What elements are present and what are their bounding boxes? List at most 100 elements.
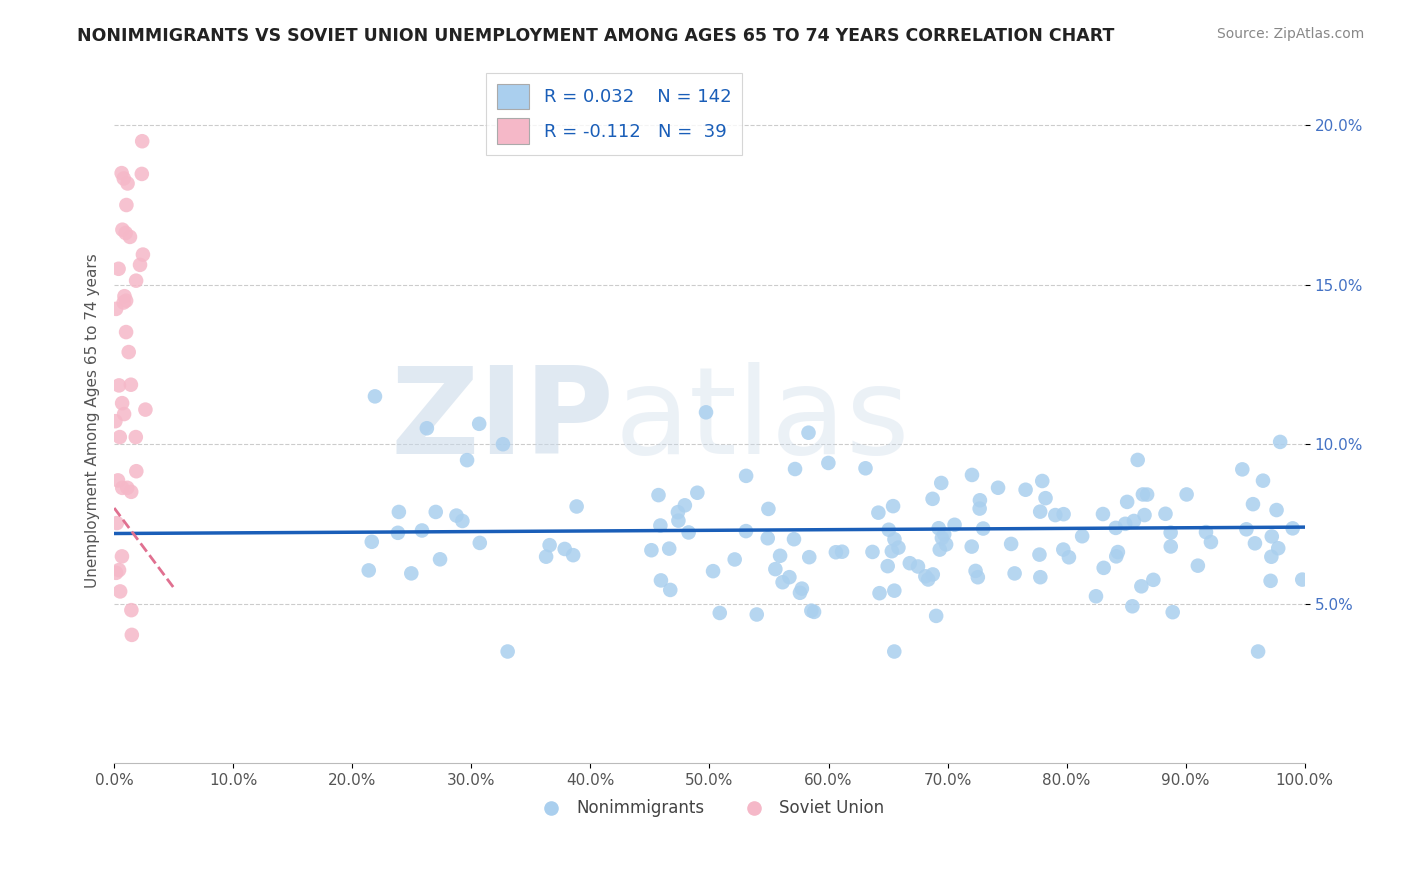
Point [117,177,139,191]
Point [416,421,439,435]
Point [778,570,800,584]
Point [758,502,780,516]
Point [111,223,134,237]
Point [1071,529,1094,543]
Point [790,582,813,596]
Point [1028,548,1050,562]
Point [917,573,939,587]
Point [969,501,991,516]
Point [107,261,129,276]
Point [1085,589,1108,603]
Point [1154,507,1177,521]
Point [1291,573,1313,587]
Text: atlas: atlas [614,362,910,479]
Point [1052,542,1074,557]
Point [134,402,156,417]
Point [131,134,153,148]
Point [456,453,478,467]
Point [388,505,411,519]
Point [987,481,1010,495]
Point [117,481,139,495]
Point [1244,536,1267,550]
Point [118,345,141,359]
Point [877,523,900,537]
Point [492,437,515,451]
Point [745,607,768,622]
Point [1126,453,1149,467]
Point [943,517,966,532]
Point [429,552,451,566]
Point [104,414,127,428]
Point [387,525,409,540]
Point [129,258,152,272]
Point [1130,579,1153,593]
Point [131,167,153,181]
Point [772,575,794,590]
Point [1187,558,1209,573]
Point [668,514,690,528]
Point [120,484,142,499]
Point [1232,462,1254,476]
Point [111,549,134,564]
Point [114,226,136,240]
Point [1133,508,1156,522]
Point [934,527,956,541]
Legend: Nonimmigrants, Soviet Union: Nonimmigrants, Soviet Union [527,792,891,823]
Point [972,522,994,536]
Point [554,541,576,556]
Text: NONIMMIGRANTS VS SOVIET UNION UNEMPLOYMENT AMONG AGES 65 TO 74 YEARS CORRELATION: NONIMMIGRANTS VS SOVIET UNION UNEMPLOYME… [77,27,1115,45]
Point [112,171,135,186]
Point [783,462,806,476]
Point [650,518,672,533]
Point [659,582,682,597]
Point [855,461,877,475]
Point [1136,487,1159,501]
Point [357,563,380,577]
Point [115,198,138,212]
Point [907,559,929,574]
Point [800,604,823,618]
Point [1199,535,1222,549]
Point [1132,487,1154,501]
Point [1161,605,1184,619]
Point [928,521,950,535]
Point [883,533,905,547]
Point [1160,525,1182,540]
Point [658,541,681,556]
Point [647,488,669,502]
Point [120,603,142,617]
Point [882,499,904,513]
Point [108,430,131,444]
Point [105,516,128,530]
Point [108,584,131,599]
Point [803,605,825,619]
Point [446,508,468,523]
Point [1260,574,1282,588]
Point [1251,474,1274,488]
Point [921,491,943,506]
Point [121,628,143,642]
Point [1234,522,1257,536]
Point [111,396,134,410]
Point [360,534,382,549]
Point [824,545,846,559]
Point [115,293,138,308]
Point [1247,644,1270,658]
Point [1035,491,1057,505]
Point [105,566,128,580]
Point [125,274,148,288]
Point [783,532,806,546]
Point [709,606,731,620]
Point [1057,550,1080,565]
Point [1116,495,1139,509]
Point [883,644,905,658]
Point [1105,521,1128,535]
Point [789,586,811,600]
Point [898,556,921,570]
Point [817,456,839,470]
Point [1122,514,1144,528]
Point [1261,529,1284,543]
Point [673,498,696,512]
Point [1195,525,1218,540]
Point [1045,508,1067,522]
